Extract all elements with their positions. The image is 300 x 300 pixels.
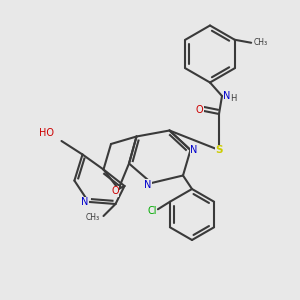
Text: Cl: Cl [148,206,157,216]
Text: O: O [111,186,119,197]
Text: CH₃: CH₃ [254,38,268,47]
Text: N: N [81,197,88,207]
Text: HO: HO [39,128,54,139]
Text: N: N [224,91,231,101]
Text: S: S [215,145,223,155]
Text: CH₃: CH₃ [86,213,100,222]
Text: N: N [190,145,198,155]
Text: H: H [230,94,237,103]
Text: O: O [196,104,203,115]
Text: N: N [144,179,152,190]
